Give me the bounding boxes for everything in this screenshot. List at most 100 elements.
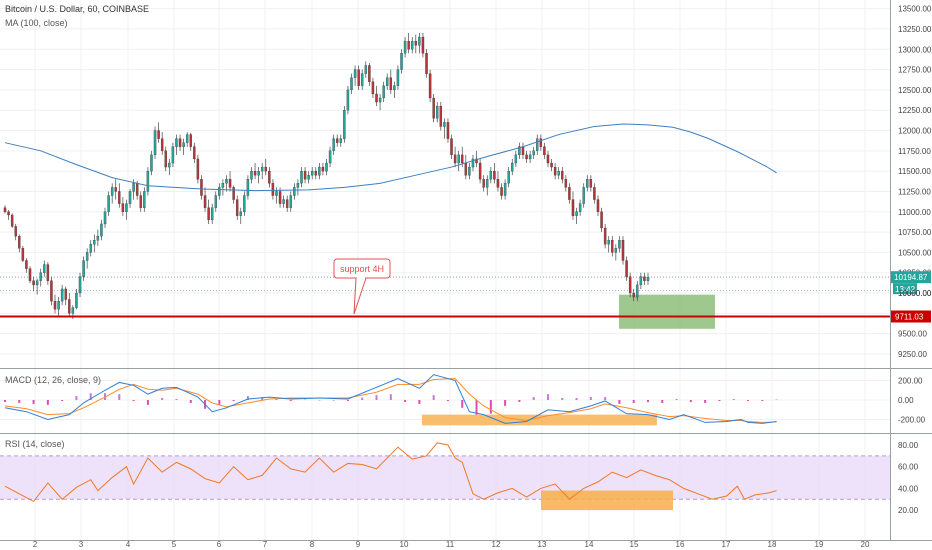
candle <box>128 191 132 204</box>
rsi-panel[interactable] <box>0 442 890 511</box>
candle <box>171 146 175 164</box>
current-price-label: 10194.87 <box>894 273 928 282</box>
macd-histogram-bar <box>4 400 6 402</box>
candle <box>332 138 335 151</box>
current-price-tag <box>891 271 931 284</box>
macd-histogram-bar <box>246 396 249 400</box>
ma-line <box>4 123 777 192</box>
macd-histogram-bar <box>432 395 435 400</box>
price-axis[interactable]: 9250.009500.009750.0010000.0010250.00105… <box>891 5 932 515</box>
candle <box>260 166 264 172</box>
candle <box>275 191 278 196</box>
candle <box>271 183 275 196</box>
time-axis[interactable]: 2 3 4 5 6 7 8 9 10 11 12 13 14 15 16 17 18 19 20 <box>33 540 870 549</box>
candle <box>50 280 53 302</box>
candle <box>10 214 14 227</box>
candle <box>321 166 325 172</box>
candle <box>346 89 350 111</box>
candle <box>168 162 171 168</box>
price-tick-label: 10500.00 <box>898 248 932 257</box>
macd-histogram-bar <box>332 400 335 401</box>
candle <box>632 292 635 298</box>
candle <box>114 187 117 192</box>
rsi-legend[interactable]: RSI (14, close) <box>5 439 65 449</box>
macd-histogram-bar <box>275 399 278 400</box>
ma-legend[interactable]: MA (100, close) <box>5 18 68 28</box>
candle <box>561 170 564 180</box>
macd-histogram-bar <box>361 397 364 400</box>
macd-histogram-bar <box>718 400 721 401</box>
time-tick-label: 7 <box>263 540 268 549</box>
candle <box>193 146 196 160</box>
time-tick-label: 9 <box>356 540 361 549</box>
candle <box>121 203 125 212</box>
macd-legend[interactable]: MACD (12, 26, close, 9) <box>5 375 102 385</box>
candle <box>146 170 150 192</box>
time-tick-label: 5 <box>172 540 177 549</box>
candle <box>525 154 528 160</box>
macd-histogram-bar <box>732 399 735 400</box>
symbol-legend[interactable]: Bitcoin / U.S. Dollar, 60, COINBASE <box>5 4 150 14</box>
time-tick-label: 19 <box>815 540 824 549</box>
candle <box>353 69 357 78</box>
macd-histogram-bar <box>446 400 449 401</box>
candle <box>439 105 443 127</box>
candle <box>507 170 510 184</box>
macd-histogram-bar <box>232 400 235 401</box>
macd-histogram-bar <box>32 400 35 404</box>
candle <box>175 138 178 147</box>
price-tick-label: 10000.00 <box>898 289 932 298</box>
candle <box>361 73 364 86</box>
macd-histogram-bar <box>46 400 49 405</box>
candle <box>289 195 292 208</box>
rsi-tick-label: 40.00 <box>898 484 919 493</box>
candle <box>428 73 432 99</box>
time-tick-label: 13 <box>538 540 547 549</box>
candle <box>586 179 589 188</box>
macd-histogram-bar <box>18 400 21 403</box>
candle <box>386 77 389 86</box>
candle <box>125 203 128 212</box>
candle <box>310 170 314 176</box>
candle <box>21 248 25 261</box>
candle <box>89 244 92 253</box>
candle <box>528 154 532 160</box>
candle <box>596 199 600 212</box>
candle <box>118 191 121 204</box>
candle <box>443 122 446 127</box>
candle <box>450 138 453 156</box>
macd-tick-label: 0.00 <box>898 396 914 405</box>
candle <box>375 93 378 103</box>
candle <box>60 288 64 302</box>
price-tick-label: 11000.00 <box>898 208 931 217</box>
candle <box>625 260 628 277</box>
macd-histogram-bar <box>575 398 578 400</box>
candle <box>532 150 535 156</box>
candle <box>371 81 375 95</box>
candle <box>185 134 189 143</box>
candle <box>393 85 396 91</box>
time-tick-label: 3 <box>79 540 84 549</box>
candle <box>589 179 593 188</box>
price-panel[interactable]: support 4H <box>0 33 890 329</box>
macd-panel[interactable] <box>4 374 778 426</box>
candle <box>278 191 282 204</box>
candle <box>418 36 421 46</box>
candle <box>110 187 114 196</box>
macd-histogram-bar <box>689 400 692 402</box>
candle <box>100 223 103 237</box>
candle <box>350 77 353 91</box>
candle <box>25 260 28 269</box>
macd-histogram-bar <box>618 400 621 404</box>
candle <box>511 162 514 172</box>
price-tick-label: 13250.00 <box>898 25 932 34</box>
candle <box>518 146 521 156</box>
price-tick-label: 9250.00 <box>898 350 927 359</box>
macd-histogram-bar <box>218 400 221 405</box>
rsi-line <box>4 442 777 503</box>
macd-histogram-bar <box>661 400 664 403</box>
candle <box>182 142 185 147</box>
candle <box>432 97 435 119</box>
candle <box>82 260 85 277</box>
